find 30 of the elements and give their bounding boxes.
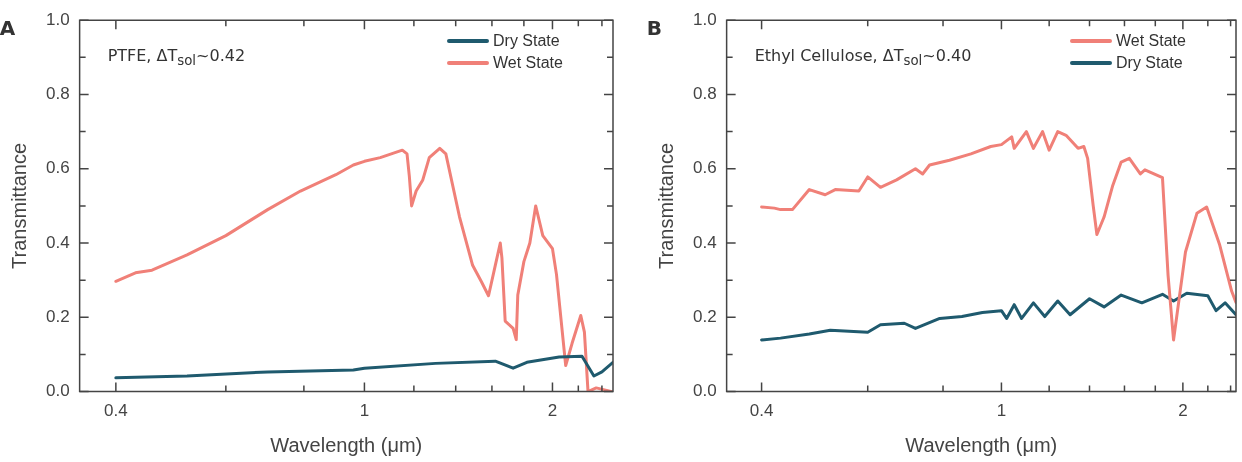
y-tick-label: 0.4 (45, 232, 70, 252)
y-tick-label: 0.2 (692, 307, 717, 327)
x-tick-label: 0.4 (749, 401, 774, 421)
x-tick-label: 1 (996, 401, 1007, 421)
text: A (0, 16, 16, 40)
y-tick-label: 0.4 (692, 232, 717, 252)
x-tick-label: 2 (1178, 401, 1188, 421)
x-axis-title: Wavelength (μm) (270, 433, 423, 456)
legend-label: Dry State (493, 32, 560, 51)
y-tick-label: 1.0 (45, 9, 70, 29)
y-axis-title: Transmittance (654, 142, 677, 269)
y-tick-label: 1.0 (692, 9, 717, 29)
y-tick-label: 0.8 (692, 84, 717, 104)
annotation: Ethyl Cellulose, ΔT$_{sol}$~0.40 (754, 46, 972, 69)
y-axis-title: Transmittance (7, 142, 30, 269)
x-tick-label: 0.4 (104, 401, 128, 421)
x-tick-label: 2 (547, 401, 558, 421)
y-tick-label: 0.6 (45, 158, 70, 178)
annotation: PTFE, ΔT$_{sol}$~0.42 (107, 46, 246, 69)
x-axis-title: Wavelength (μm) (905, 433, 1058, 456)
legend-label: Wet State (493, 54, 563, 73)
y-tick-label: 0.6 (692, 158, 717, 178)
y-tick-label: 0.0 (692, 381, 717, 401)
y-tick-label: 0.0 (45, 381, 70, 401)
y-tick-label: 0.2 (45, 307, 70, 327)
text: B (646, 16, 662, 40)
legend-label: Wet State (1116, 32, 1186, 51)
legend-label: Dry State (1116, 54, 1183, 73)
x-tick-label: 1 (359, 401, 370, 421)
y-tick-label: 0.8 (45, 84, 70, 104)
